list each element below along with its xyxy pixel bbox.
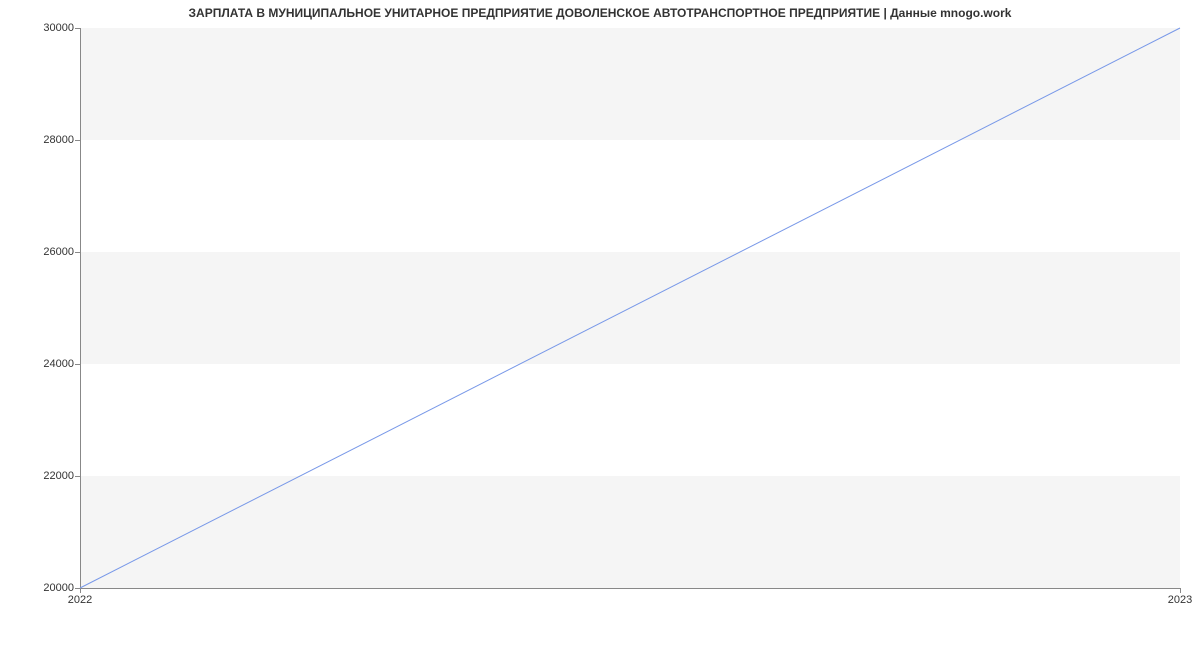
y-tick-label: 28000: [43, 134, 74, 146]
y-tick-label: 30000: [43, 22, 74, 34]
y-tick-label: 22000: [43, 470, 74, 482]
series-layer: [80, 28, 1180, 588]
x-tick-label: 2023: [1168, 594, 1192, 606]
chart-title: ЗАРПЛАТА В МУНИЦИПАЛЬНОЕ УНИТАРНОЕ ПРЕДП…: [0, 6, 1200, 20]
y-tick-label: 24000: [43, 358, 74, 370]
y-tick-label: 26000: [43, 246, 74, 258]
x-axis-line: [80, 588, 1180, 589]
x-tick-label: 2022: [68, 594, 92, 606]
chart-container: ЗАРПЛАТА В МУНИЦИПАЛЬНОЕ УНИТАРНОЕ ПРЕДП…: [0, 0, 1200, 650]
x-tick-mark: [1180, 588, 1181, 593]
plot-area: 20000220002400026000280003000020222023: [80, 28, 1180, 588]
series-line-salary: [80, 28, 1180, 588]
y-tick-label: 20000: [43, 582, 74, 594]
